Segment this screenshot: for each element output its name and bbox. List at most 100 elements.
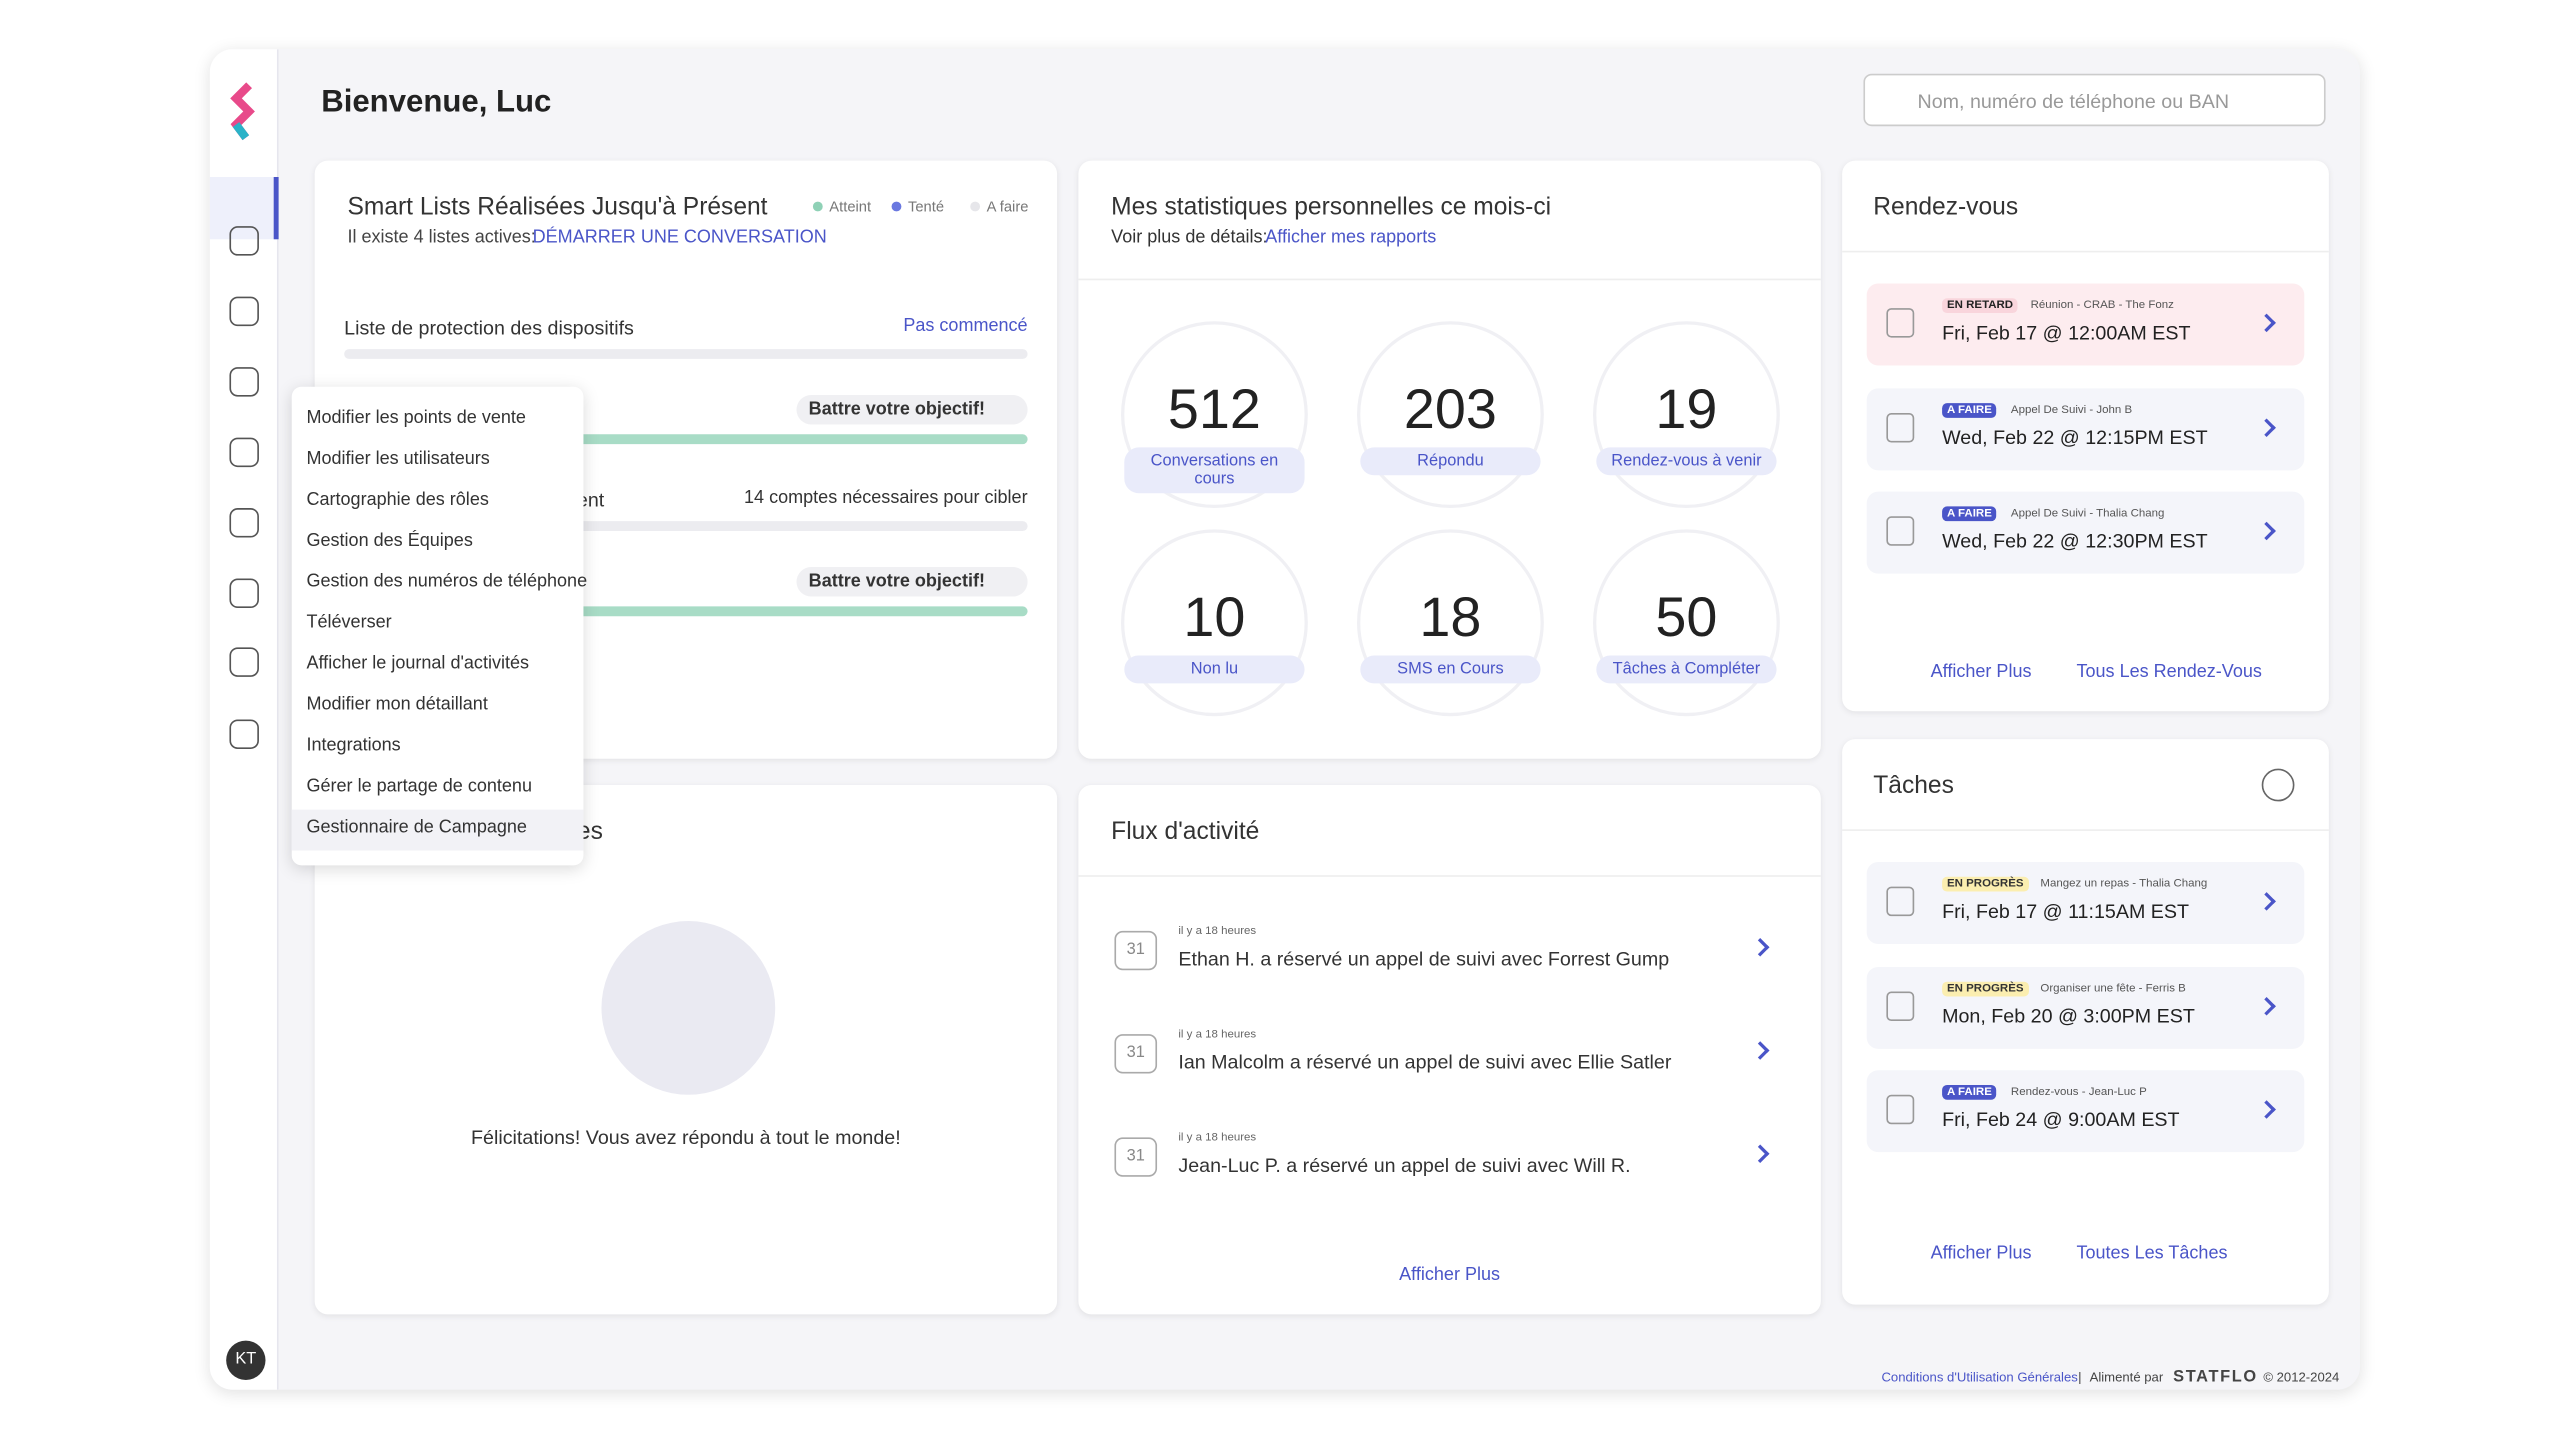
nav-icon[interactable] [229, 367, 259, 397]
card-title: Tâches [1873, 771, 1954, 800]
item-badge: A FAIRE [1942, 1084, 1997, 1100]
appointments-card: Rendez-vous EN RETARD Réunion - CRAB - The… [1842, 160, 2329, 712]
item-desc: Rendez-vous - Jean-Luc P [2010, 1086, 2147, 1099]
menu-item[interactable]: Modifier mon détaillant [306, 694, 488, 715]
progress-track [344, 349, 1028, 359]
menu-item[interactable]: Gérer le partage de contenu [306, 776, 532, 797]
menu-item[interactable]: Afficher le journal d'activités [306, 653, 530, 674]
item-badge: EN PROGRÈS [1942, 980, 2029, 996]
footer-link[interactable]: Toutes Les Tâches [2076, 1243, 2228, 1264]
stat-label: Conversations en cours [1124, 447, 1305, 494]
menu-item[interactable]: Modifier les utilisateurs [306, 449, 490, 469]
stat-value: 18 [1419, 586, 1482, 650]
stat-label: Rendez-vous à venir [1596, 447, 1777, 476]
divider [1842, 829, 2329, 831]
stat-label: SMS en Cours [1360, 655, 1541, 684]
nav-icon[interactable] [229, 508, 259, 538]
goal-pill: Battre votre objectif! [797, 567, 1028, 597]
menu-item[interactable]: Téléverser [306, 612, 392, 633]
stat-ring [1593, 321, 1780, 509]
chevron[interactable] [1750, 1041, 1770, 1060]
legend-dot [891, 201, 902, 212]
item-row[interactable]: EN PROGRÈS Organiser une fête - Ferris B M… [1866, 966, 2305, 1049]
search-placeholder: Nom, numéro de téléphone ou BAN [1917, 90, 2230, 114]
menu-item[interactable]: Integrations [306, 735, 401, 756]
stat-ring [1593, 529, 1780, 717]
card-subtitle: Voir plus de détails: [1111, 227, 1268, 248]
add-button[interactable] [2261, 768, 2295, 802]
list-status: 14 comptes nécessaires pour cibler [744, 488, 1028, 509]
activity-text: Ian Malcolm a réservé un appel de suivi … [1178, 1050, 1672, 1074]
card-title: Mes statistiques personnelles ce mois-ci [1111, 193, 1552, 222]
item-date: Wed, Feb 22 @ 12:15PM EST [1942, 425, 2208, 449]
item-date: Mon, Feb 20 @ 3:00PM EST [1942, 1003, 2195, 1027]
activity-card: Flux d'activité 31 il y a 18 heures Ethan H… [1078, 785, 1821, 1315]
card-subtitle: Il existe 4 listes actives: [347, 227, 536, 248]
divider [1078, 875, 1821, 877]
chevron[interactable] [1750, 938, 1770, 957]
progress-track [344, 521, 1028, 532]
item-row[interactable]: A FAIRE Appel De Suivi - John B Wed, Feb 2… [1866, 387, 2305, 470]
footer-link[interactable]: Afficher Plus [1930, 1243, 2032, 1264]
item-row[interactable]: A FAIRE Rendez-vous - Jean-Luc P Fri, Feb … [1866, 1070, 2305, 1153]
item-badge: EN PROGRÈS [1942, 876, 2029, 892]
item-badge: EN RETARD [1942, 298, 2019, 314]
start-link[interactable]: DÉMARRER UNE CONVERSATION [532, 227, 827, 248]
legend-dot [970, 201, 981, 212]
chevron [2257, 417, 2276, 437]
list-status: Pas commencé [903, 316, 1028, 336]
item-row[interactable]: EN PROGRÈS Mangez un repas - Thalia Chang… [1866, 862, 2305, 945]
nav-icon[interactable] [229, 647, 259, 677]
activity-text: Jean-Luc P. a réservé un appel de suivi … [1178, 1153, 1631, 1177]
footer-terms[interactable]: Conditions d'Utilisation Générales [1881, 1370, 2078, 1385]
stat-label: Répondu [1360, 447, 1541, 476]
chevron[interactable] [1750, 1144, 1770, 1164]
nav-icon[interactable] [229, 578, 259, 609]
footer-link[interactable]: Tous Les Rendez-Vous [2076, 662, 2262, 682]
item-date: Wed, Feb 22 @ 12:30PM EST [1942, 529, 2208, 553]
nav-icon[interactable] [229, 226, 259, 256]
calendar-icon: 31 [1114, 1034, 1158, 1074]
progress-track [344, 606, 1028, 617]
calendar-icon: 31 [1114, 1137, 1158, 1177]
chevron [2257, 996, 2276, 1015]
menu-item[interactable]: Gestionnaire de Campagne [291, 809, 584, 851]
stat-label: Tâches à Compléter [1596, 655, 1777, 684]
divider [1842, 250, 2329, 253]
stat-ring [1121, 321, 1308, 509]
stat-ring [1357, 321, 1544, 509]
menu-item[interactable]: Gestion des numéros de téléphone [306, 571, 588, 592]
menu-item[interactable]: Cartographie des rôles [306, 490, 489, 510]
search-box[interactable]: Nom, numéro de téléphone ou BAN [1863, 73, 2326, 127]
reports-link[interactable]: Afficher mes rapports [1265, 227, 1437, 248]
nav-icon[interactable] [229, 437, 259, 468]
nav-active[interactable] [209, 177, 279, 240]
chevron [2257, 1100, 2276, 1119]
nav-icon[interactable] [229, 719, 259, 749]
activity-text: Ethan H. a réservé un appel de suivi ave… [1178, 947, 1670, 971]
item-row[interactable]: A FAIRE Appel De Suivi - Thalia Chang Wed,… [1866, 491, 2305, 574]
item-badge: A FAIRE [1942, 402, 1997, 418]
stats-card: Mes statistiques personnelles ce mois-ci… [1078, 160, 1821, 759]
legend-dot [812, 201, 823, 212]
dropdown-menu: Modifier les points de vente Modifier les… [291, 386, 588, 866]
nav-icon[interactable] [229, 296, 259, 327]
item-row[interactable]: EN RETARD Réunion - CRAB - The Fonz Fri, F… [1866, 283, 2305, 366]
chevron [2257, 313, 2276, 333]
avatar[interactable]: KT [226, 1340, 266, 1380]
item-badge: A FAIRE [1942, 506, 1997, 522]
item-desc: Appel De Suivi - Thalia Chang [2010, 508, 2165, 520]
item-desc: Réunion - CRAB - The Fonz [2030, 299, 2174, 312]
message: Félicitations! Vous avez répondu à tout … [471, 1125, 901, 1149]
stat-value: 50 [1655, 586, 1718, 650]
footer-link[interactable]: Afficher Plus [1930, 662, 2032, 682]
menu-item[interactable]: Modifier les points de vente [306, 408, 526, 428]
stat-ring [1357, 529, 1544, 717]
legend-label: Tenté [907, 198, 945, 215]
stat-ring [1121, 529, 1308, 717]
footer-brand: STATFLO [2173, 1368, 2258, 1387]
more-link[interactable]: Afficher Plus [1399, 1265, 1501, 1285]
logo [230, 82, 255, 141]
divider [1078, 278, 1821, 281]
menu-item[interactable]: Gestion des Équipes [306, 531, 473, 551]
